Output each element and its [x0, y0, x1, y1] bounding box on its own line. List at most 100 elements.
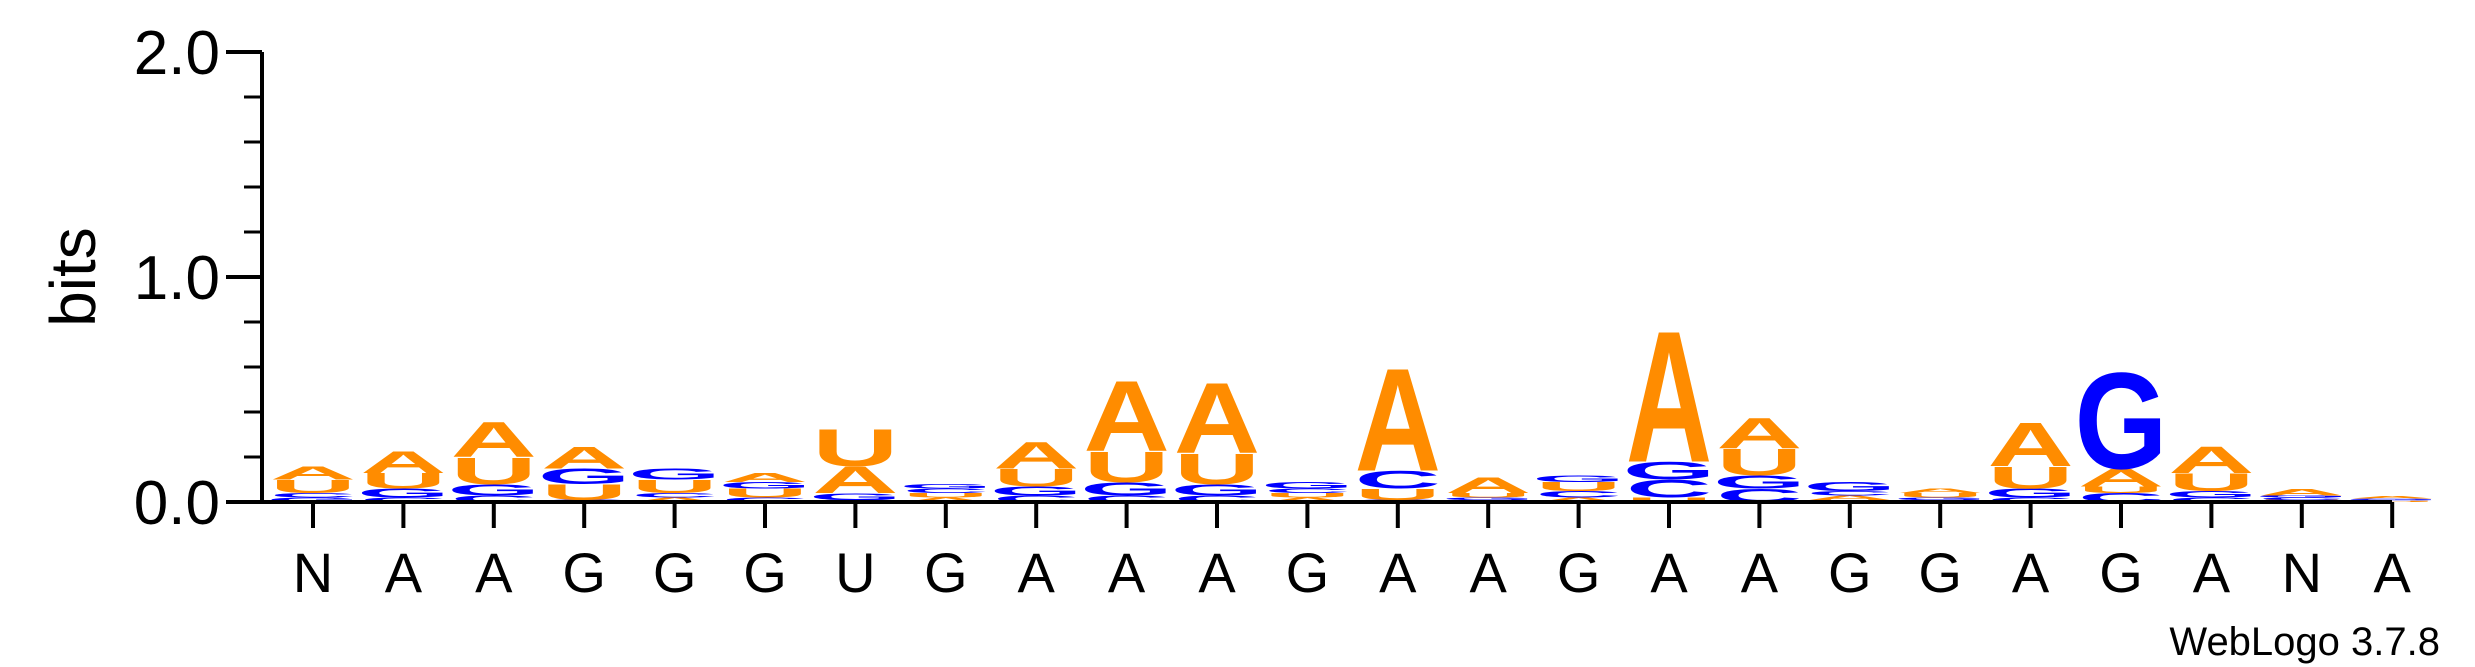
logo-letter-C: C: [1535, 489, 1621, 500]
x-tick-label: G: [562, 541, 606, 604]
logo-letter-G: G: [1623, 457, 1716, 485]
x-tick-label: A: [1198, 541, 1236, 604]
logo-stacks: GCUACGUACGUACUGAACUGCUGACGAUAUCGCGUACGUA…: [267, 293, 2439, 506]
x-tick-label: G: [1557, 541, 1601, 604]
logo-letter-G: G: [1532, 473, 1625, 484]
logo-letter-G: G: [1261, 480, 1354, 491]
logo-letter-G: G: [1713, 472, 1806, 493]
logo-letter-G: G: [899, 483, 992, 490]
logo-letter-G: G: [990, 484, 1083, 498]
x-tick-label: A: [1470, 541, 1508, 604]
logo-letter-A: A: [2168, 439, 2254, 481]
logo-letter-U: U: [270, 476, 356, 497]
x-tick-label: N: [293, 541, 333, 604]
x-tick-label: G: [2099, 541, 2143, 604]
logo-letter-U: U: [1083, 443, 1169, 492]
y-axis-label: bits: [37, 227, 109, 327]
logo-letter-U: U: [1445, 492, 1531, 499]
logo-letter-C: C: [1626, 475, 1712, 503]
logo-letter-C: C: [1083, 493, 1169, 504]
logo-letter-C: C: [1807, 490, 1893, 497]
logo-letter-G: G: [1080, 479, 1173, 500]
x-tick-label: A: [2374, 541, 2412, 604]
x-tick-label: A: [2193, 541, 2231, 604]
logo-letter-A: A: [1807, 494, 1893, 501]
logo-letter-C: C: [1987, 496, 2073, 503]
logo-letter-C: C: [2259, 497, 2345, 500]
logo-letter-A: A: [631, 496, 717, 503]
logo-letter-U: U: [812, 418, 898, 478]
logo-letter-U: U: [903, 492, 989, 499]
x-tick-label: G: [1828, 541, 1872, 604]
logo-letter-A: A: [2349, 496, 2435, 499]
logo-letter-G: G: [628, 466, 721, 483]
logo-letter-A: A: [1355, 339, 1441, 502]
logo-letter-A: A: [2259, 487, 2345, 498]
logo-letter-G: G: [267, 496, 360, 503]
logo-letter-A: A: [1987, 410, 2073, 480]
logo-letter-C: C: [451, 493, 537, 504]
logo-letter-U: U: [993, 464, 1079, 492]
x-tick-label: A: [1650, 541, 1688, 604]
logo-letter-U: U: [1626, 496, 1712, 503]
logo-letter-A: A: [1626, 293, 1712, 502]
logo-letter-G: G: [1803, 479, 1896, 493]
logo-letter-U: U: [1716, 441, 1802, 483]
logo-letter-A: A: [451, 412, 537, 468]
x-tick-label: G: [924, 541, 968, 604]
logo-letter-G: G: [809, 491, 902, 502]
logo-letter-G: G: [538, 464, 631, 488]
logo-letter-G: G: [357, 486, 450, 500]
logo-letter-A: A: [1083, 360, 1169, 472]
logo-letter-A: A: [1535, 496, 1621, 503]
logo-letter-A: A: [722, 470, 808, 484]
logo-letter-U: U: [451, 450, 537, 492]
logo-letter-A: A: [2078, 464, 2164, 492]
x-tick-label: N: [2282, 541, 2322, 604]
logo-letter-C: C: [2168, 496, 2254, 503]
logo-letter-U: U: [1355, 486, 1441, 503]
logo-letter-U: U: [1897, 492, 1983, 499]
logo-letter-A: A: [541, 440, 627, 475]
y-tick-label: 0.0: [134, 469, 220, 538]
y-axis-ticks: 0.0 1.0 2.0: [134, 19, 262, 538]
x-tick-label: A: [1741, 541, 1779, 604]
y-tick-label: 2.0: [134, 19, 220, 88]
logo-letter-U: U: [2349, 501, 2435, 503]
logo-letter-G: G: [1984, 486, 2077, 500]
logo-letter-U: U: [1535, 479, 1621, 493]
x-tick-label: A: [475, 541, 513, 604]
x-tick-label: G: [1286, 541, 1330, 604]
logo-letter-U: U: [2168, 468, 2254, 496]
logo-letter-U: U: [2078, 484, 2164, 495]
logo-letter-C: C: [1264, 487, 1350, 494]
logo-letter-C: C: [903, 487, 989, 494]
weblogo-credit: WebLogo 3.7.8: [2169, 620, 2440, 664]
logo-letter-G: G: [2255, 495, 2348, 498]
logo-letter-A: A: [1264, 496, 1350, 503]
x-tick-label: A: [1379, 541, 1417, 604]
logo-letter-A: A: [1897, 487, 1983, 494]
logo-letter-G: G: [2075, 344, 2168, 498]
logo-letter-C: C: [722, 496, 808, 503]
y-tick-label: 1.0: [134, 244, 220, 313]
logo-letter-A: A: [812, 459, 898, 501]
x-tick-label: G: [743, 541, 787, 604]
logo-letter-U: U: [722, 486, 808, 500]
x-tick-label: A: [1018, 541, 1056, 604]
logo-letter-U: U: [360, 469, 446, 493]
x-tick-label: G: [1918, 541, 1962, 604]
logo-letter-A: A: [903, 496, 989, 503]
logo-letter-C: C: [993, 493, 1079, 504]
logo-letter-A: A: [993, 434, 1079, 476]
logo-letter-A: A: [1716, 409, 1802, 458]
logo-letter-C: C: [360, 496, 446, 503]
logo-letter-G: G: [1442, 497, 1535, 500]
logo-letter-A: A: [360, 445, 446, 480]
logo-letter-U: U: [1264, 492, 1350, 499]
logo-letter-G: G: [2165, 489, 2258, 500]
x-tick-label: A: [2012, 541, 2050, 604]
logo-letter-C: C: [631, 492, 717, 499]
logo-letter-U: U: [1174, 445, 1260, 494]
